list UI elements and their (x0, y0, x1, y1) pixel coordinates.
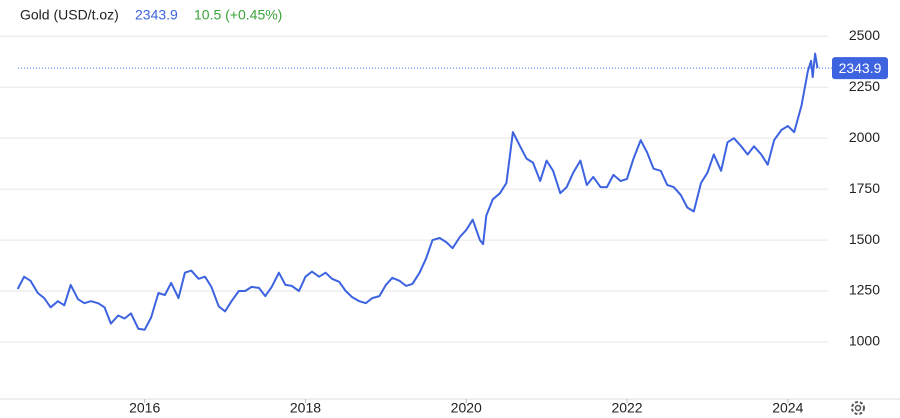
x-tick-label: 2018 (290, 400, 321, 416)
x-tick-label: 2020 (451, 400, 482, 416)
x-tick-label: 2016 (129, 400, 160, 416)
y-tick-label: 2250 (849, 78, 880, 94)
last-price-label: 2343.9 (839, 60, 882, 76)
change: 10.5 (+0.45%) (194, 7, 282, 23)
price: 2343.9 (135, 7, 178, 23)
settings-icon[interactable] (851, 401, 865, 415)
y-tick-label: 1000 (849, 333, 880, 349)
y-tick-label: 1250 (849, 282, 880, 298)
x-tick-label: 2024 (772, 400, 803, 416)
last-price-box (832, 57, 888, 80)
y-tick-label: 2000 (849, 129, 880, 145)
x-tick-label: 2022 (611, 400, 642, 416)
y-tick-label: 2500 (849, 27, 880, 43)
chart-title: Gold (USD/t.oz) (20, 7, 119, 23)
price-line (16, 52, 819, 331)
y-tick-label: 1750 (849, 180, 880, 196)
y-tick-label: 1500 (849, 231, 880, 247)
